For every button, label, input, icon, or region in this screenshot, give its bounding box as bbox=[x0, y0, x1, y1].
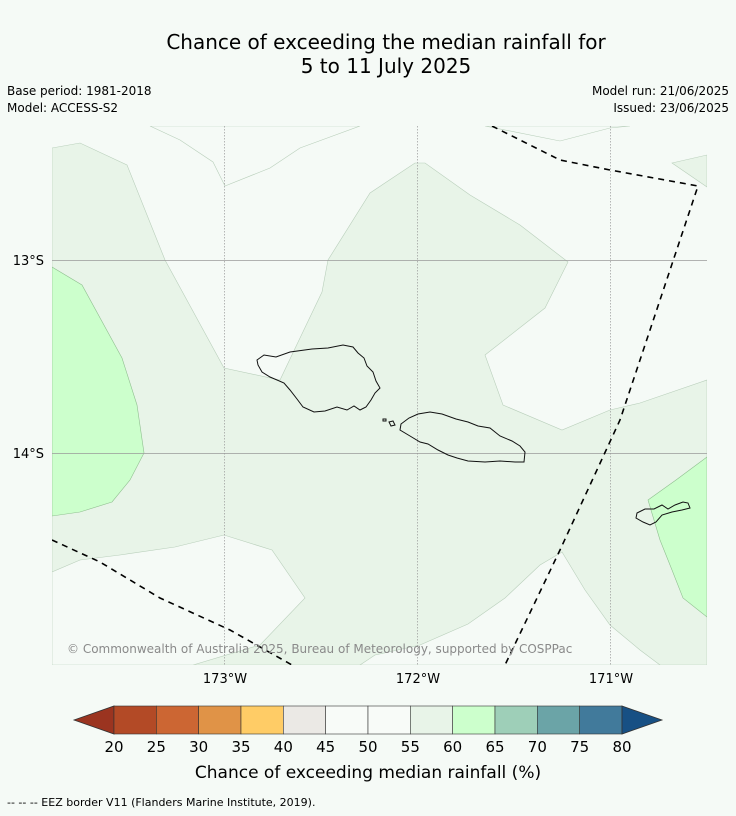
issued-date: Issued: 23/06/2025 bbox=[613, 101, 729, 115]
colorbar-tick-label: 60 bbox=[443, 738, 462, 756]
map-panel: © Commonwealth of Australia 2025, Bureau… bbox=[52, 126, 707, 665]
island-tutuila bbox=[635, 501, 691, 526]
probability-band-45-50-south bbox=[52, 534, 306, 665]
lon-label-172w: 172°W bbox=[396, 672, 440, 687]
colorbar-over-arrow bbox=[621, 705, 664, 735]
colorbar-under-arrow bbox=[72, 705, 115, 735]
lon-label-173w: 173°W bbox=[203, 672, 247, 687]
probability-band-45-50-southcentral bbox=[359, 551, 661, 665]
island-savaii bbox=[256, 344, 381, 413]
axis-labels: 173°W 172°W 171°W 13°S 14°S bbox=[13, 254, 634, 687]
model-run: Model run: 21/06/2025 bbox=[591, 84, 729, 98]
eez-border bbox=[52, 126, 700, 665]
colorbar-tick-label: 70 bbox=[528, 738, 547, 756]
island-upolu bbox=[399, 411, 526, 463]
colorbar-tick-label: 80 bbox=[612, 738, 631, 756]
colorbar-cell bbox=[494, 705, 538, 735]
title-line-2: 5 to 11 July 2025 bbox=[300, 54, 472, 78]
base-period: Base period: 1981-2018 bbox=[7, 84, 152, 98]
chart-title: Chance of exceeding the median rainfall … bbox=[0, 30, 736, 78]
footnote-eez: -- -- -- EEZ border V11 (Flanders Marine… bbox=[7, 796, 316, 809]
colorbar-tick-label: 50 bbox=[358, 738, 377, 756]
probability-band-55-60 bbox=[52, 142, 707, 665]
colorbar-tick-label: 45 bbox=[316, 738, 335, 756]
probability-band-55-60-topright bbox=[671, 154, 707, 188]
map-copyright: © Commonwealth of Australia 2025, Bureau… bbox=[67, 642, 572, 656]
colorbar-cell bbox=[579, 705, 623, 735]
colorbar-label: Chance of exceeding median rainfall (%) bbox=[195, 763, 541, 783]
colorbar-tick-label: 65 bbox=[485, 738, 504, 756]
island-manono bbox=[382, 418, 387, 422]
colorbar-tick-label: 25 bbox=[147, 738, 166, 756]
colorbar-cell bbox=[410, 705, 453, 735]
colorbar-tick-label: 35 bbox=[231, 738, 250, 756]
colorbar-cell bbox=[198, 705, 242, 735]
colorbar-cell bbox=[367, 705, 411, 735]
colorbar-cell bbox=[537, 705, 580, 735]
islands bbox=[256, 344, 691, 526]
colorbar-cell bbox=[325, 705, 369, 735]
probability-band-45-50-north bbox=[149, 126, 361, 187]
meta-right: Model run: 21/06/2025 Issued: 23/06/2025 bbox=[592, 83, 729, 117]
colorbar-tick-label: 75 bbox=[570, 738, 589, 756]
graticule bbox=[52, 126, 707, 665]
lon-label-171w: 171°W bbox=[589, 672, 633, 687]
colorbar-cell bbox=[452, 705, 496, 735]
colorbar-tick-label: 30 bbox=[189, 738, 208, 756]
colorbar-cell bbox=[113, 705, 157, 735]
lat-label-14s: 14°S bbox=[13, 447, 44, 462]
colorbar-tick-label: 55 bbox=[401, 738, 420, 756]
probability-band-45-50-northeast bbox=[484, 126, 631, 142]
probability-band-60-65-east bbox=[647, 456, 707, 618]
meta-left: Base period: 1981-2018 Model: ACCESS-S2 bbox=[7, 83, 152, 117]
colorbar-cells bbox=[113, 705, 623, 735]
colorbar-cell bbox=[240, 705, 284, 735]
colorbar-cell bbox=[156, 705, 199, 735]
colorbar-cell bbox=[283, 705, 326, 735]
colorbar-tick-label: 40 bbox=[274, 738, 293, 756]
colorbar-ticks: 20 25 30 35 40 45 50 55 60 65 70 75 80 bbox=[104, 738, 631, 756]
eez-border-southwest bbox=[52, 539, 293, 665]
island-apolima bbox=[388, 420, 396, 427]
lat-label-13s: 13°S bbox=[13, 254, 44, 269]
model-name: Model: ACCESS-S2 bbox=[7, 101, 119, 115]
colorbar-tick-label: 20 bbox=[104, 738, 123, 756]
colorbar: 20 25 30 35 40 45 50 55 60 65 70 75 80 Chance of exc… bbox=[72, 705, 664, 783]
title-line-1: Chance of exceeding the median rainfall … bbox=[166, 30, 606, 54]
